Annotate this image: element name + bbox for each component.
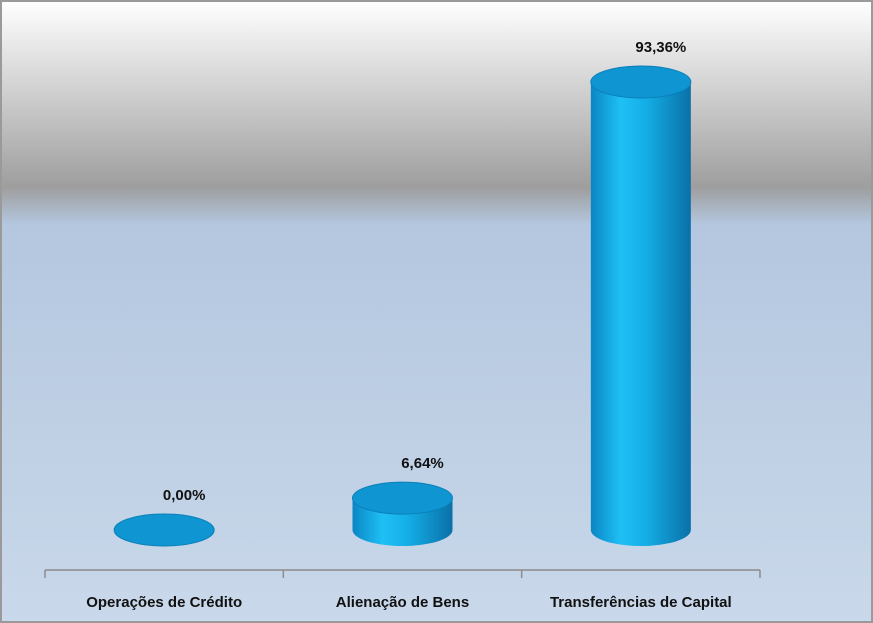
x-tick-label: Alienação de Bens <box>336 594 469 611</box>
x-tick-label: Operações de Crédito <box>86 594 242 611</box>
data-label: 93,36% <box>635 39 686 56</box>
data-label: 6,64% <box>401 455 444 472</box>
data-label: 0,00% <box>163 487 206 504</box>
bar <box>590 82 691 546</box>
bar-top <box>590 65 692 99</box>
x-tick-label: Transferências de Capital <box>550 594 732 611</box>
bar-top <box>352 481 453 515</box>
bar-top <box>113 513 215 547</box>
